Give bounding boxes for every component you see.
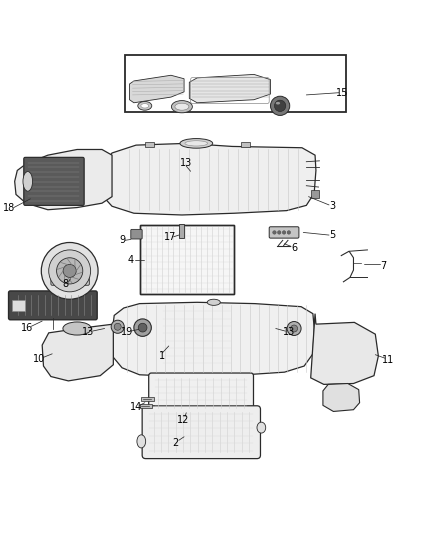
Ellipse shape	[257, 422, 266, 433]
Text: 13: 13	[82, 327, 94, 337]
Circle shape	[287, 231, 290, 234]
Polygon shape	[112, 302, 314, 376]
Circle shape	[271, 96, 290, 116]
Bar	[141, 224, 234, 294]
Polygon shape	[189, 75, 271, 103]
Circle shape	[63, 264, 76, 277]
Circle shape	[114, 323, 121, 330]
Bar	[311, 190, 318, 198]
FancyBboxPatch shape	[24, 157, 84, 205]
Circle shape	[49, 250, 91, 292]
Circle shape	[41, 243, 98, 299]
Text: 7: 7	[380, 261, 386, 271]
Text: 11: 11	[382, 356, 395, 365]
Text: 4: 4	[128, 255, 134, 265]
Text: 5: 5	[329, 230, 336, 240]
FancyBboxPatch shape	[149, 373, 254, 413]
Circle shape	[275, 100, 286, 111]
Text: 12: 12	[177, 415, 189, 425]
Polygon shape	[102, 143, 316, 215]
Ellipse shape	[138, 101, 152, 110]
Circle shape	[111, 320, 124, 333]
Ellipse shape	[171, 101, 192, 113]
Text: 17: 17	[164, 232, 176, 242]
FancyBboxPatch shape	[269, 227, 299, 238]
Text: 15: 15	[336, 88, 348, 98]
Bar	[179, 224, 184, 238]
Text: 8: 8	[62, 279, 68, 289]
Circle shape	[134, 319, 151, 336]
Circle shape	[287, 321, 301, 335]
Ellipse shape	[23, 172, 32, 191]
Ellipse shape	[180, 139, 213, 148]
Text: 3: 3	[329, 201, 336, 211]
Bar	[125, 55, 346, 111]
Circle shape	[278, 231, 281, 234]
Text: 16: 16	[21, 324, 33, 334]
Circle shape	[290, 325, 297, 332]
Text: 19: 19	[121, 327, 134, 337]
Ellipse shape	[175, 103, 189, 110]
Text: 2: 2	[172, 438, 178, 448]
Circle shape	[57, 258, 83, 284]
Ellipse shape	[63, 322, 91, 335]
Bar	[145, 142, 153, 147]
Polygon shape	[130, 75, 184, 103]
FancyBboxPatch shape	[51, 273, 89, 285]
Circle shape	[138, 323, 147, 332]
Bar	[141, 224, 234, 294]
FancyBboxPatch shape	[142, 406, 261, 458]
Text: 18: 18	[4, 203, 16, 213]
Ellipse shape	[276, 102, 280, 104]
Ellipse shape	[207, 299, 220, 305]
Text: 10: 10	[33, 354, 45, 364]
Text: 1: 1	[159, 351, 165, 361]
Polygon shape	[14, 149, 112, 210]
Text: 6: 6	[291, 243, 297, 253]
Ellipse shape	[185, 141, 208, 146]
Text: 13: 13	[283, 327, 295, 337]
Bar	[140, 404, 152, 408]
Circle shape	[273, 231, 276, 234]
Bar	[241, 142, 250, 147]
Circle shape	[283, 231, 286, 234]
Bar	[12, 300, 25, 311]
Ellipse shape	[137, 435, 146, 448]
Text: 14: 14	[130, 402, 142, 412]
Polygon shape	[311, 313, 378, 384]
Polygon shape	[42, 324, 113, 381]
Bar	[141, 397, 153, 401]
Text: 13: 13	[180, 158, 192, 167]
FancyBboxPatch shape	[131, 229, 142, 239]
Text: 9: 9	[119, 235, 125, 245]
Ellipse shape	[141, 103, 149, 108]
Polygon shape	[323, 384, 360, 411]
FancyBboxPatch shape	[9, 291, 97, 320]
